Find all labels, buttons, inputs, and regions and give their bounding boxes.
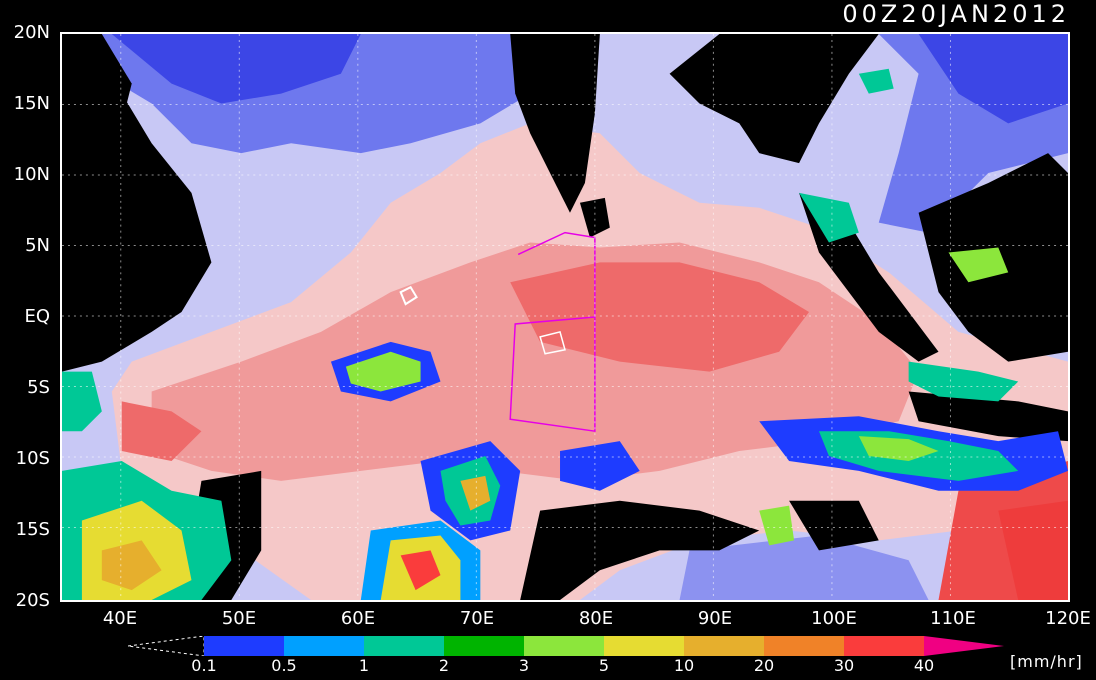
lon-label-110e: 110E — [930, 608, 976, 629]
convection-cell-malacca — [799, 192, 859, 243]
lon-label-50e: 50E — [221, 608, 257, 629]
colorbar-seg-7 — [764, 636, 844, 656]
convection-cell-c-core — [400, 550, 441, 591]
convection-cell-a-core — [345, 351, 421, 392]
convection-cell-e — [759, 505, 795, 546]
colorbar-seg-6 — [684, 636, 764, 656]
convection-cell-java-sea — [908, 361, 1019, 402]
colorbar-tick-0: 0.1 — [191, 656, 217, 675]
rain-strong-central — [510, 262, 810, 372]
lat-label-15s: 15S — [15, 519, 50, 540]
colorbar-seg-3 — [444, 636, 524, 656]
rain-low-south — [679, 535, 929, 600]
colorbar-units: [mm/hr] — [1010, 652, 1083, 671]
convection-cell-d — [560, 441, 640, 491]
colorbar-seg-4 — [524, 636, 604, 656]
lat-label-5s: 5S — [27, 377, 50, 398]
convection-cell-borneo — [948, 247, 1009, 283]
lon-label-120e: 120E — [1045, 608, 1091, 629]
colorbar-tick-6: 10 — [673, 656, 695, 675]
colorbar-tick-5: 5 — [598, 656, 610, 675]
colorbar-tick-4: 3 — [518, 656, 530, 675]
colorbar-tick-1: 0.5 — [271, 656, 297, 675]
lon-label-70e: 70E — [459, 608, 495, 629]
land-srilanka — [579, 197, 610, 238]
convection-cell-b-core — [460, 475, 491, 511]
lat-label-10s: 10S — [15, 448, 50, 469]
colorbar-tick-2: 1 — [358, 656, 370, 675]
lat-label-20s: 20S — [15, 590, 50, 611]
colorbar-tick-9: 40 — [913, 656, 935, 675]
precipitation-map — [60, 32, 1070, 602]
lat-label-eq: EQ — [24, 306, 50, 327]
rain-lowest-ne — [918, 34, 1068, 124]
colorbar-low-arrow — [128, 636, 205, 656]
contour-island — [399, 285, 418, 306]
lon-label-100e: 100E — [811, 608, 857, 629]
colorbar-tick-3: 2 — [438, 656, 450, 675]
region-outline — [509, 231, 596, 433]
colorbar — [128, 636, 1004, 656]
lon-label-60e: 60E — [340, 608, 376, 629]
colorbar-seg-0 — [204, 636, 284, 656]
land-india — [510, 34, 600, 213]
rain-heavy-se — [998, 500, 1068, 600]
land-java — [908, 391, 1068, 442]
no-rain-patch — [789, 500, 879, 551]
colorbar-tick-7: 20 — [753, 656, 775, 675]
lon-label-40e: 40E — [102, 608, 138, 629]
colorbar-seg-1 — [284, 636, 364, 656]
colorbar-high-arrow — [924, 636, 1004, 656]
convection-band-east-core — [858, 436, 939, 461]
lat-label-15n: 15N — [13, 93, 50, 114]
timestamp: 00Z20JAN2012 — [842, 0, 1070, 28]
precip-field — [62, 34, 1068, 600]
convection-cell-sw-core — [101, 540, 162, 591]
land-horn — [62, 34, 132, 144]
lat-label-10n: 10N — [13, 164, 50, 185]
colorbar-seg-5 — [604, 636, 684, 656]
rain-strong-west — [121, 401, 202, 461]
convection-cell-indochina — [858, 68, 894, 94]
colorbar-seg-2 — [364, 636, 444, 656]
colorbar-seg-8 — [844, 636, 924, 656]
land-dry-south — [520, 500, 760, 600]
lat-label-20n: 20N — [13, 22, 50, 43]
land-bay-bengal-coast — [669, 34, 879, 164]
lon-label-80e: 80E — [578, 608, 614, 629]
lat-label-5n: 5N — [25, 235, 50, 256]
colorbar-tick-8: 30 — [833, 656, 855, 675]
contour-center — [539, 330, 566, 355]
map-grid — [62, 34, 1068, 600]
lon-label-90e: 90E — [697, 608, 733, 629]
rain-lowest-north — [111, 34, 361, 104]
